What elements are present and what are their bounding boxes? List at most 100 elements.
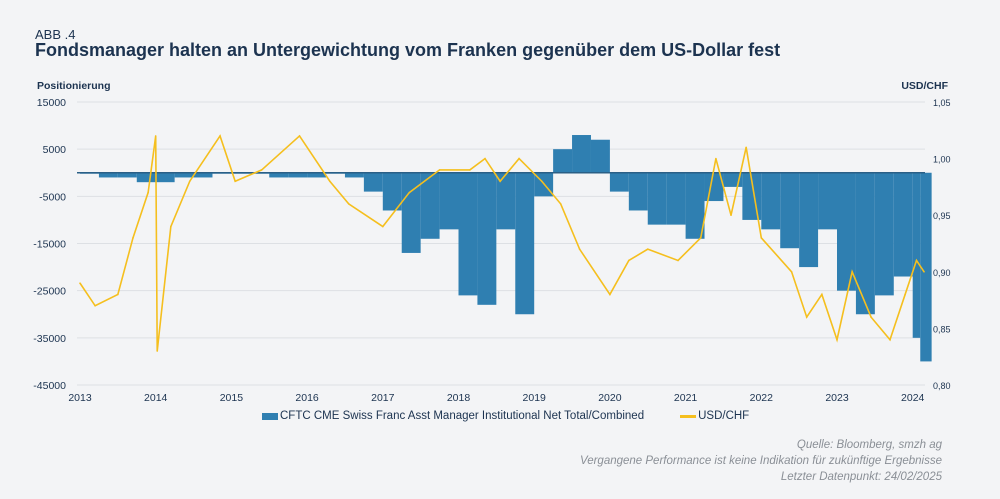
legend: CFTC CME Swiss Franc Asst Manager Instit… (262, 410, 749, 422)
chart-title: Fondsmanager halten an Untergewichtung v… (35, 40, 781, 60)
position-bar (344, 172, 364, 178)
usdchf-point (915, 259, 918, 262)
usdchf-point (677, 259, 679, 262)
x-tick: 2014 (144, 392, 168, 404)
usdchf-point (499, 180, 501, 183)
y-right-tick: 1,00 (933, 155, 951, 165)
usdchf-point (298, 135, 301, 137)
usdchf-point (438, 169, 441, 171)
legend-label-positioning: CFTC CME Swiss Franc Asst Manager Instit… (280, 410, 645, 422)
x-tick: 2020 (598, 392, 622, 404)
legend-label-usdchf: USD/CHF (698, 410, 750, 422)
x-tick: 2019 (523, 392, 547, 404)
position-bar (590, 139, 610, 173)
footer-notes: Quelle: Bloomberg, smzh ag Vergangene Pe… (580, 437, 942, 485)
position-bar (477, 172, 497, 305)
x-tick: 2022 (750, 392, 774, 404)
x-tick: 2024 (901, 392, 925, 404)
position-bar (855, 172, 875, 315)
y-left-tick: -15000 (33, 239, 66, 251)
usdchf-point (188, 180, 191, 183)
position-bar (117, 172, 137, 178)
usdchf-point (821, 293, 823, 296)
position-bar (193, 172, 213, 178)
position-bar (920, 172, 932, 362)
x-tick: 2015 (220, 392, 244, 404)
usdchf-point (484, 157, 486, 160)
y-right-tick: 0,85 (933, 324, 951, 334)
y-left-tick: 5000 (43, 144, 67, 156)
usdchf-point (836, 338, 838, 341)
usdchf-point (889, 338, 891, 341)
y-left-label: Positionierung (37, 80, 111, 92)
usdchf-point (851, 271, 853, 273)
position-bar (401, 172, 421, 253)
usdchf-point (730, 214, 732, 216)
y-left-tick: -25000 (33, 286, 66, 298)
position-bar (496, 172, 516, 230)
usdchf-point (628, 259, 630, 262)
position-bar (288, 172, 308, 178)
usdchf-point (745, 146, 747, 149)
position-bar (837, 172, 856, 291)
usdchf-point (904, 293, 906, 296)
usdchf-point (147, 191, 149, 194)
usdchf-point (559, 203, 562, 205)
usdchf-point (117, 293, 119, 296)
y-right-tick: 0,90 (933, 268, 951, 278)
y-left-tick: -5000 (39, 191, 66, 203)
usdchf-point (382, 225, 384, 228)
figure-label: ABB .4 (35, 27, 76, 42)
position-bar (912, 172, 921, 338)
position-bar (874, 172, 894, 296)
x-tick: 2013 (68, 392, 92, 404)
usdchf-point (715, 157, 717, 160)
position-bar (136, 172, 156, 183)
usdchf-point (219, 135, 221, 137)
usdchf-point (94, 304, 96, 307)
usdchf-point (699, 237, 702, 239)
usdchf-point (408, 191, 411, 194)
y-left-tick: -45000 (33, 380, 66, 392)
usdchf-point (329, 180, 331, 183)
position-bar (647, 172, 667, 225)
x-tick: 2023 (825, 392, 849, 404)
position-bar (382, 172, 402, 211)
position-bar (553, 149, 573, 173)
x-tick: 2021 (674, 392, 698, 404)
usdchf-point (154, 135, 157, 137)
usdchf-point (260, 169, 263, 171)
usdchf-point (518, 157, 520, 160)
usdchf-line (79, 134, 925, 352)
position-bar (458, 172, 478, 296)
position-bar (628, 172, 648, 211)
y-right-label: USD/CHF (901, 80, 948, 92)
x-tick: 2016 (295, 392, 319, 404)
usdchf-point (923, 271, 925, 273)
usdchf-point (646, 248, 649, 250)
usdchf-point (347, 203, 350, 205)
source-note: Quelle: Bloomberg, smzh ag (796, 439, 942, 451)
last-datapoint-note: Letzter Datenpunkt: 24/02/2025 (780, 471, 942, 483)
usdchf-point (578, 248, 581, 250)
usdchf-point (805, 316, 808, 318)
legend-swatch-line (680, 414, 697, 418)
position-bar (439, 172, 459, 230)
usdchf-point (870, 316, 872, 318)
usdchf-point (156, 350, 159, 352)
position-bar (799, 172, 819, 268)
position-bar (174, 172, 194, 178)
usdchf-point (760, 237, 763, 239)
y-right-tick: 1,05 (933, 98, 951, 108)
usdchf-point (234, 180, 236, 183)
usdchf-point (79, 282, 81, 284)
position-bar (269, 172, 289, 178)
usdchf-point (469, 169, 471, 171)
position-bar (572, 135, 591, 173)
position-bar (420, 172, 440, 239)
position-bar (666, 172, 686, 225)
position-bar (98, 172, 118, 178)
y-right-tick: 0,80 (933, 381, 951, 391)
